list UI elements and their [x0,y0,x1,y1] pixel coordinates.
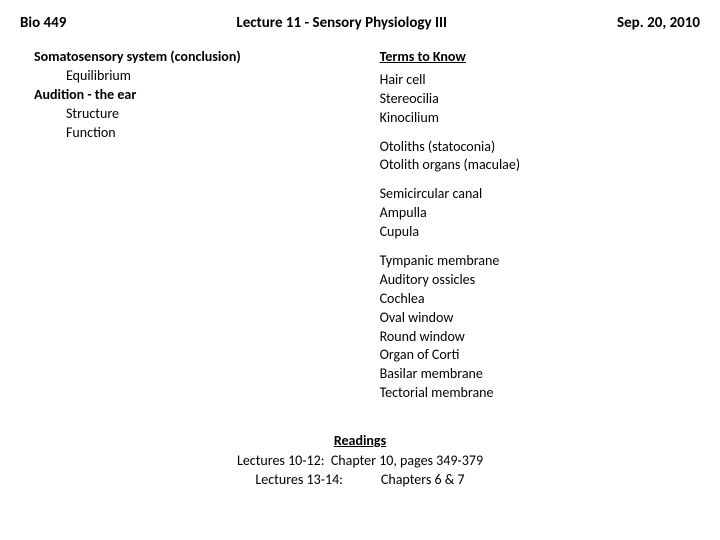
term: Cochlea [380,290,700,309]
term: Ampulla [380,204,700,223]
course-code: Bio 449 [20,14,66,32]
terms-heading: Terms to Know [380,48,700,67]
term: Stereocilia [380,90,700,109]
readings-row-1: Lectures 10-12: Chapter 10, pages 349-37… [237,451,483,471]
term: Semicircular canal [380,185,700,204]
outline-line-4: Structure [34,105,374,124]
term: Tympanic membrane [380,252,700,271]
readings-section: Readings Lectures 10-12: Chapter 10, pag… [20,431,700,490]
outline-line-1: Somatosensory system (conclusion) [34,48,374,67]
outline-column: Somatosensory system (conclusion) Equili… [20,48,374,413]
outline-line-5: Function [34,124,374,143]
term: Round window [380,328,700,347]
readings-heading: Readings [20,431,700,451]
lecture-date: Sep. 20, 2010 [617,14,700,32]
term: Hair cell [380,71,700,90]
lecture-title: Lecture 11 - Sensory Physiology III [66,14,617,32]
terms-column: Terms to Know Hair cell Stereocilia Kino… [374,48,700,413]
readings-row-2: Lectures 13-14: Chapters 6 & 7 [255,470,464,490]
term: Basilar membrane [380,365,700,384]
term: Oval window [380,309,700,328]
outline-line-2: Equilibrium [34,67,374,86]
term: Tectorial membrane [380,384,700,403]
term: Auditory ossicles [380,271,700,290]
term: Kinocilium [380,109,700,128]
term: Otoliths (statoconia) [380,138,700,157]
terms-group-4: Tympanic membrane Auditory ossicles Coch… [380,252,700,403]
terms-group-1: Hair cell Stereocilia Kinocilium [380,71,700,128]
terms-group-3: Semicircular canal Ampulla Cupula [380,185,700,242]
term: Organ of Corti [380,346,700,365]
term: Cupula [380,223,700,242]
outline-line-3: Audition - the ear [34,86,374,105]
term: Otolith organs (maculae) [380,156,700,175]
header: Bio 449 Lecture 11 - Sensory Physiology … [20,14,700,32]
content-row: Somatosensory system (conclusion) Equili… [20,48,700,413]
terms-group-2: Otoliths (statoconia) Otolith organs (ma… [380,138,700,176]
